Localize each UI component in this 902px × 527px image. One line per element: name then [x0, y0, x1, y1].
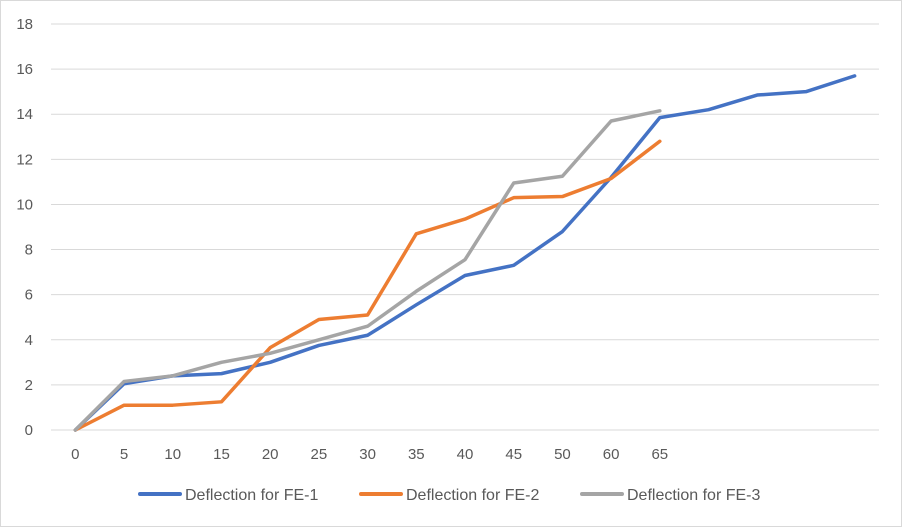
y-tick-label: 0 [25, 422, 33, 439]
legend-label-2: Deflection for FE-2 [406, 487, 539, 504]
y-tick-label: 2 [25, 377, 33, 394]
y-tick-label: 14 [16, 106, 33, 123]
x-tick-label: 25 [311, 446, 328, 463]
x-tick-label: 5 [120, 446, 128, 463]
series-line-3 [73, 109, 662, 432]
x-tick-label: 60 [603, 446, 620, 463]
x-tick-label: 35 [408, 446, 425, 463]
y-tick-label: 16 [16, 61, 33, 78]
x-axis-ticks: 0 5 10 15 20 25 30 35 40 45 50 60 65 [71, 446, 668, 463]
y-tick-label: 18 [16, 16, 33, 33]
y-tick-label: 6 [25, 287, 33, 304]
series-lines [73, 74, 857, 432]
y-tick-label: 10 [16, 196, 33, 213]
legend-label-3: Deflection for FE-3 [627, 487, 760, 504]
x-tick-label: 45 [505, 446, 522, 463]
x-tick-label: 65 [651, 446, 668, 463]
x-tick-label: 30 [359, 446, 376, 463]
series-line-2 [73, 139, 662, 432]
legend: Deflection for FE-1 Deflection for FE-2 De… [138, 487, 760, 504]
gridlines [51, 23, 879, 431]
y-axis-ticks: 0 2 4 6 8 10 12 14 16 18 [16, 16, 33, 439]
y-tick-label: 4 [25, 332, 33, 349]
x-tick-label: 10 [164, 446, 181, 463]
legend-label-1: Deflection for FE-1 [185, 487, 318, 504]
x-tick-label: 0 [71, 446, 79, 463]
y-tick-label: 12 [16, 151, 33, 168]
series-line-1 [73, 74, 857, 432]
x-tick-label: 40 [457, 446, 474, 463]
x-tick-label: 15 [213, 446, 230, 463]
y-tick-label: 8 [25, 242, 33, 259]
x-tick-label: 20 [262, 446, 279, 463]
x-tick-label: 50 [554, 446, 571, 463]
